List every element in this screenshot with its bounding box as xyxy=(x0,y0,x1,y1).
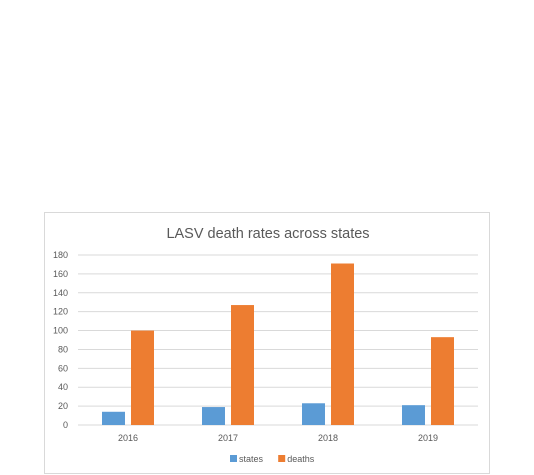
legend-swatch-deaths xyxy=(278,455,286,462)
bar-deaths-2019 xyxy=(431,337,454,425)
y-tick-label: 140 xyxy=(53,288,68,298)
y-tick-label: 120 xyxy=(53,307,68,317)
bar-deaths-2017 xyxy=(231,305,254,425)
bars xyxy=(102,263,454,425)
x-tick-label: 2017 xyxy=(218,433,238,443)
x-tick-label: 2018 xyxy=(318,433,338,443)
bar-chart: LASV death rates across states 0 20 40 60 80… xyxy=(53,226,478,464)
y-tick-label: 40 xyxy=(58,382,68,392)
bar-states-2016 xyxy=(102,411,125,425)
y-tick-label: 160 xyxy=(53,269,68,279)
legend-label-deaths: deaths xyxy=(287,454,315,464)
bar-deaths-2018 xyxy=(331,263,354,425)
x-tick-label: 2019 xyxy=(418,433,438,443)
x-axis-ticks: 2016 2017 2018 2019 xyxy=(118,433,438,443)
chart-title: LASV death rates across states xyxy=(166,226,369,242)
y-tick-label: 100 xyxy=(53,326,68,336)
y-tick-label: 20 xyxy=(58,401,68,411)
y-tick-label: 80 xyxy=(58,344,68,354)
chart-container: LASV death rates across states 0 20 40 60 80… xyxy=(44,212,490,474)
legend-label-states: states xyxy=(239,454,264,464)
y-tick-label: 180 xyxy=(53,250,68,260)
bar-states-2017 xyxy=(202,407,225,425)
legend-swatch-states xyxy=(230,455,237,462)
y-axis-ticks: 0 20 40 60 80 100 120 140 160 180 xyxy=(53,250,68,430)
legend: states deaths xyxy=(230,454,315,464)
bar-deaths-2016 xyxy=(131,330,154,425)
y-tick-label: 60 xyxy=(58,363,68,373)
bar-states-2018 xyxy=(302,403,325,425)
x-tick-label: 2016 xyxy=(118,433,138,443)
bar-states-2019 xyxy=(402,405,425,425)
y-tick-label: 0 xyxy=(63,420,68,430)
